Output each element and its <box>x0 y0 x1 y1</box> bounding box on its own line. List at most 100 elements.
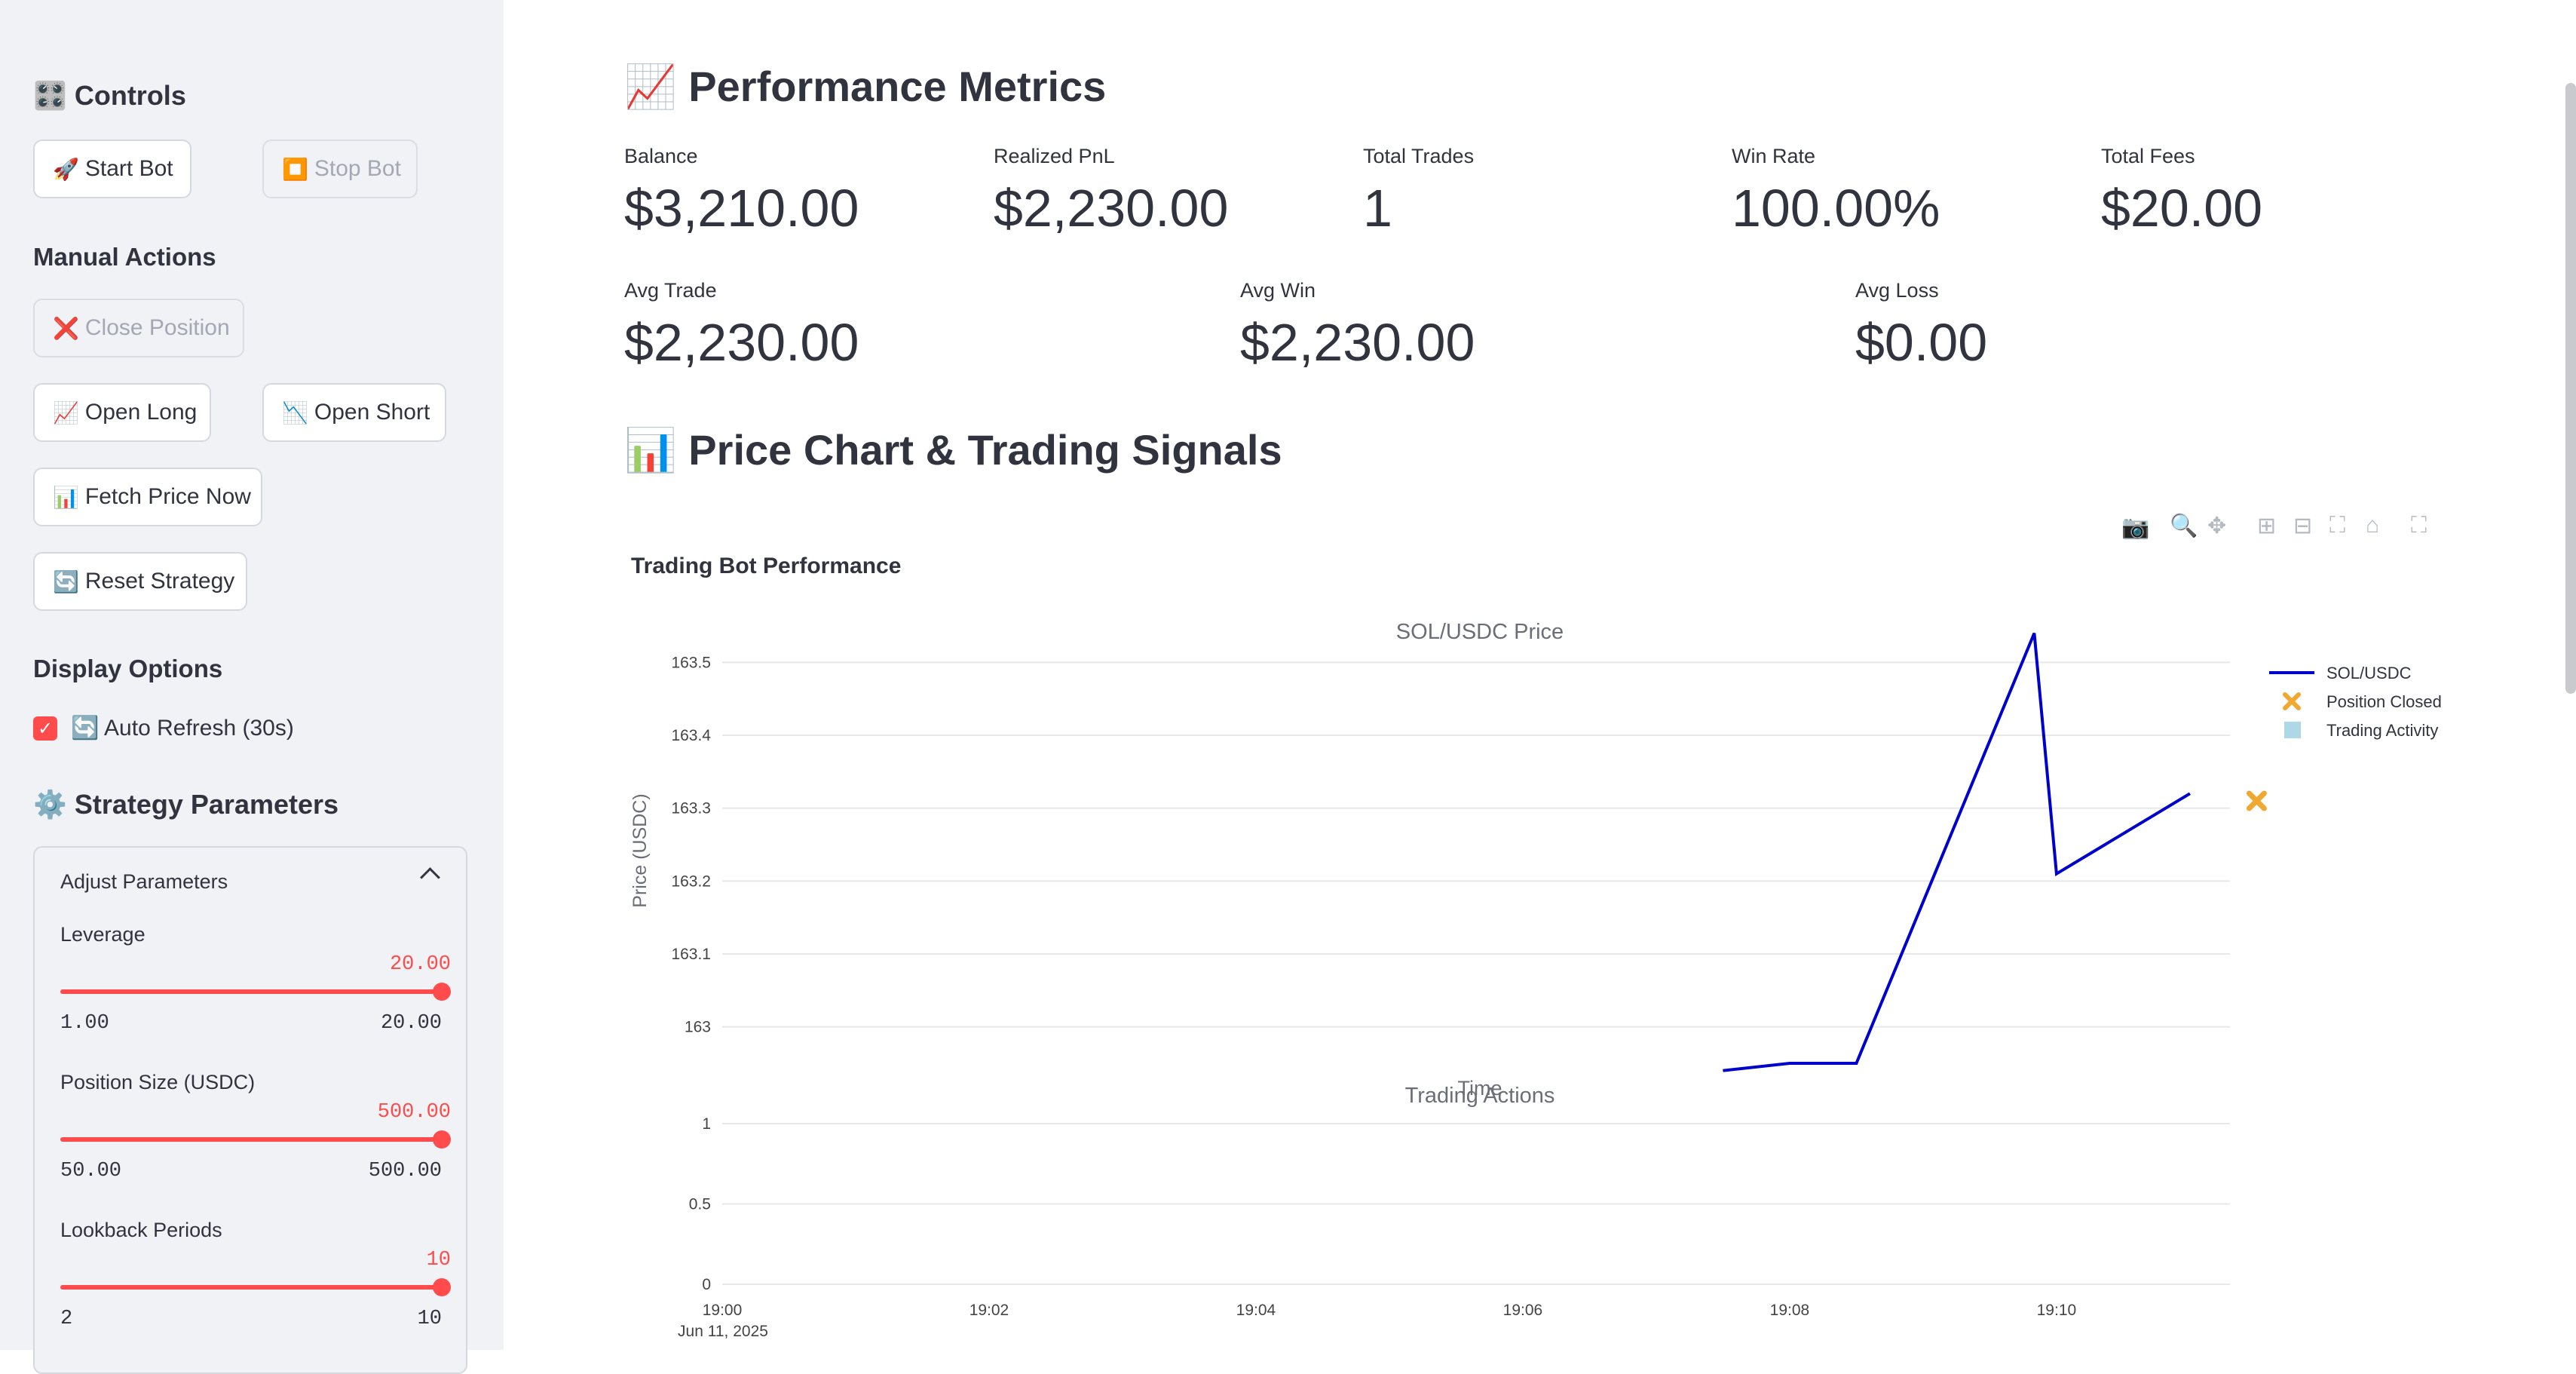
position-size-label: Position Size (USDC) <box>60 1071 256 1093</box>
lookback-min: 2 <box>60 1308 73 1330</box>
leverage-label: Leverage <box>60 923 145 946</box>
top-subplot-title: SOL/USDC Price <box>1396 620 1564 644</box>
manual-actions-heading: Manual Actions <box>33 243 216 271</box>
price-chart-heading: 📊 Price Chart & Trading Signals <box>624 426 1282 474</box>
legend-label: SOL/USDC <box>2326 664 2412 682</box>
metric-value-win-rate: 100.00% <box>1732 179 1940 238</box>
reset-strategy-button[interactable]: 🔄 Reset Strategy <box>33 552 247 611</box>
expander-title[interactable]: Adjust Parameters <box>60 870 228 893</box>
open-long-button[interactable]: 📈 Open Long <box>33 383 211 442</box>
x-tick-label: 19:02 <box>969 1302 1009 1319</box>
lookback-slider[interactable] <box>60 1285 442 1290</box>
performance-metrics-heading: 📈 Performance Metrics <box>624 63 1107 110</box>
position-size-max: 500.00 <box>368 1160 442 1182</box>
legend-item: Position Closed <box>2283 692 2442 711</box>
open-short-button[interactable]: 📉 Open Short <box>262 383 446 442</box>
autoscale-icon[interactable]: ⛶ <box>2329 513 2345 538</box>
position-size-slider-thumb[interactable] <box>433 1130 451 1149</box>
x-tick-label: 19:10 <box>2037 1302 2077 1319</box>
y-tick-label: 163.3 <box>671 800 711 817</box>
chevron-up-icon[interactable] <box>420 867 440 888</box>
metric-label-total-trades: Total Trades <box>1363 145 1475 167</box>
date-label: Jun 11, 2025 <box>678 1323 768 1340</box>
trading-chart[interactable]: Trading Bot Performance SOL/USDC Price T… <box>603 543 2458 1350</box>
metric-label-avg-loss: Avg Loss <box>1855 279 1939 302</box>
cross-mark-icon: ❌ <box>53 316 79 340</box>
close-position-button[interactable]: ❌ Close Position <box>33 299 244 357</box>
position-size-min: 50.00 <box>60 1160 122 1182</box>
camera-icon[interactable]: 📷 <box>2121 515 2150 540</box>
y-tick-label: 1 <box>702 1115 711 1133</box>
metric-value-avg-loss: $0.00 <box>1855 313 1988 372</box>
zoom-icon[interactable]: 🔍 <box>2170 514 2198 538</box>
position-closed-marker <box>2246 790 2267 811</box>
legend-item: Trading Activity <box>2284 721 2438 740</box>
adjust-parameters-expander: Adjust Parameters Leverage 20.00 1.00 20… <box>33 846 467 1374</box>
metric-value-avg-trade: $2,230.00 <box>624 313 859 372</box>
y-axis-label: Price (USDC) <box>629 793 651 907</box>
sidebar: 🎛️ Controls 🚀 Start Bot ⏹️ Stop Bot Manu… <box>0 0 504 1374</box>
y-tick-label: 163.2 <box>671 873 711 890</box>
legend-label: Trading Activity <box>2326 721 2438 740</box>
lookback-label: Lookback Periods <box>60 1219 222 1241</box>
lookback-max: 10 <box>417 1308 442 1330</box>
metric-value-realized-pnl: $2,230.00 <box>994 179 1229 238</box>
leverage-slider-thumb[interactable] <box>433 983 451 1001</box>
metric-value-avg-win: $2,230.00 <box>1240 313 1475 372</box>
y-tick-label: 163.4 <box>671 727 711 744</box>
start-bot-button[interactable]: 🚀 Start Bot <box>33 140 191 198</box>
chart-title: Trading Bot Performance <box>631 554 901 578</box>
leverage-min: 1.00 <box>60 1012 109 1035</box>
page-scrollbar[interactable] <box>2565 83 2576 694</box>
series-line-sol-usdc <box>1723 632 2191 1072</box>
auto-refresh-checkbox[interactable]: ✓ <box>33 716 57 741</box>
pan-icon[interactable]: ✥ <box>2207 514 2227 538</box>
y-tick-label: 163.5 <box>671 654 711 671</box>
y-tick-label: 0.5 <box>689 1196 711 1213</box>
control-knobs-icon: 🎛️ <box>33 80 67 111</box>
x-tick-label: 19:08 <box>1770 1302 1810 1319</box>
legend-item: SOL/USDC <box>2269 664 2412 682</box>
fetch-price-button[interactable]: 📊 Fetch Price Now <box>33 468 262 526</box>
refresh-icon: 🔄 <box>53 569 79 593</box>
leverage-max: 20.00 <box>380 1012 442 1035</box>
stop-bot-button[interactable]: ⏹️ Stop Bot <box>262 140 418 198</box>
y-tick-label: 163.1 <box>671 946 711 963</box>
chart-up-icon: 📈 <box>53 400 79 425</box>
chart-up-icon: 📈 <box>624 63 677 110</box>
refresh-icon: 🔄 <box>71 716 100 741</box>
metric-label-total-fees: Total Fees <box>2101 145 2195 167</box>
leverage-slider[interactable] <box>60 989 442 994</box>
chart-down-icon: 📉 <box>282 400 308 425</box>
rocket-icon: 🚀 <box>53 157 79 181</box>
metric-value-total-trades: 1 <box>1363 179 1392 238</box>
metric-label-win-rate: Win Rate <box>1732 145 1816 167</box>
metric-value-balance: $3,210.00 <box>624 179 859 238</box>
bar-chart-icon: 📊 <box>624 426 677 474</box>
x-tick-label: 19:06 <box>1503 1302 1543 1319</box>
x-tick-label: 19:00 <box>703 1302 743 1319</box>
controls-heading: 🎛️ Controls <box>33 80 186 111</box>
strategy-parameters-heading: ⚙️ Strategy Parameters <box>33 789 339 820</box>
metric-label-realized-pnl: Realized PnL <box>994 145 1115 167</box>
home-icon[interactable]: ⌂ <box>2366 513 2380 538</box>
metric-label-avg-win: Avg Win <box>1240 279 1316 302</box>
y-tick-label: 163 <box>685 1019 711 1036</box>
lookback-slider-thumb[interactable] <box>433 1278 451 1296</box>
position-size-value: 500.00 <box>377 1101 451 1124</box>
zoom-out-icon[interactable]: ⊟ <box>2293 514 2313 538</box>
y-tick-label: 0 <box>702 1276 711 1293</box>
auto-refresh-label[interactable]: 🔄 Auto Refresh (30s) <box>71 716 294 741</box>
position-size-slider[interactable] <box>60 1137 442 1142</box>
zoom-in-icon[interactable]: ⊞ <box>2257 514 2277 538</box>
leverage-value: 20.00 <box>389 953 451 976</box>
legend-label: Position Closed <box>2326 692 2442 711</box>
fullscreen-icon[interactable]: ⛶ <box>2411 513 2427 538</box>
metric-label-avg-trade: Avg Trade <box>624 279 717 302</box>
lookback-value: 10 <box>426 1249 451 1271</box>
bar-chart-icon: 📊 <box>53 485 79 509</box>
metric-label-balance: Balance <box>624 145 698 167</box>
x-axis-label: Time <box>1458 1077 1502 1100</box>
x-tick-label: 19:04 <box>1236 1302 1276 1319</box>
gear-icon: ⚙️ <box>33 789 67 820</box>
